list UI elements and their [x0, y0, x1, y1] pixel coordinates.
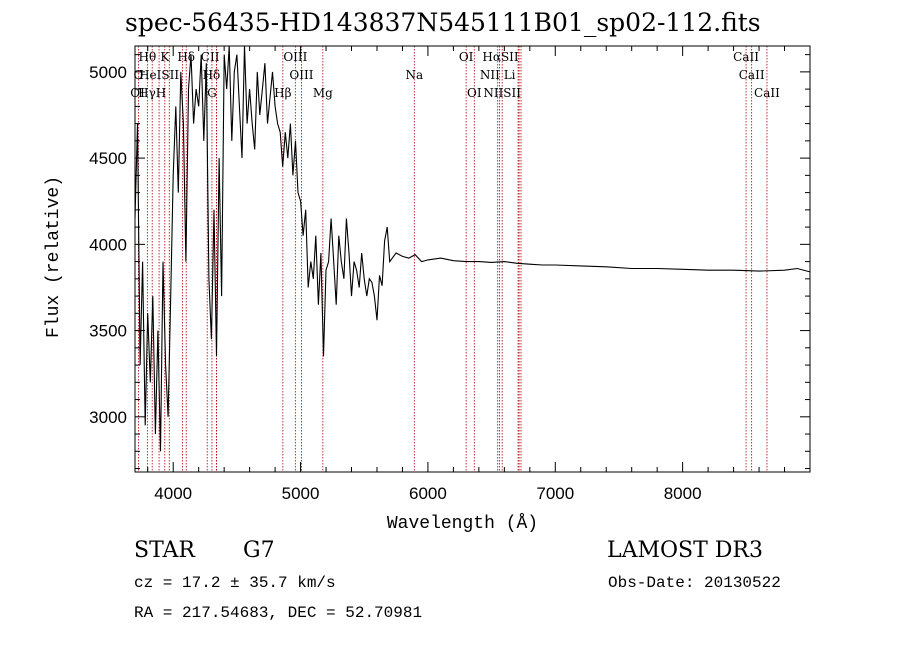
y-tick-label: 4000 — [89, 235, 127, 254]
chart-title: spec-56435-HD143837N545111B01_sp02-112.f… — [125, 8, 761, 37]
line-label: K — [160, 50, 170, 64]
line-label: OIII — [283, 50, 307, 64]
line-label: OI — [459, 50, 474, 64]
x-tick-label: 5000 — [282, 484, 320, 503]
survey-label: LAMOST DR3 — [607, 538, 763, 563]
line-label: HγH — [138, 86, 166, 100]
line-label: Hθ — [139, 50, 157, 64]
y-tick-label: 3000 — [89, 408, 127, 427]
x-axis-label: Wavelength (Å) — [387, 513, 538, 534]
spectrum-line — [135, 46, 810, 452]
x-tick-label: 7000 — [536, 484, 574, 503]
x-tick-label: 8000 — [664, 484, 702, 503]
line-label: OI — [467, 86, 482, 100]
line-label: CII — [201, 50, 220, 64]
line-label: NIISII — [483, 86, 521, 100]
line-label: Hδ — [177, 50, 195, 64]
line-label: Hβ — [274, 86, 291, 100]
obs-date: Obs-Date: 20130522 — [608, 574, 781, 592]
y-tick-label: 3500 — [89, 322, 127, 341]
axes-frame — [134, 45, 811, 473]
line-label: OIII — [289, 68, 313, 82]
subclass-label: G7 — [243, 538, 275, 563]
line-label: O — [134, 68, 144, 82]
line-label: CaII — [733, 50, 759, 64]
line-label: CaII — [754, 86, 780, 100]
x-tick-label: 4000 — [154, 484, 192, 503]
line-label: CaII — [739, 68, 765, 82]
coords-value: RA = 217.54683, DEC = 52.70981 — [134, 604, 423, 622]
y-tick-label: 4500 — [89, 149, 127, 168]
y-axis-label: Flux (relative) — [44, 176, 64, 338]
cz-value: cz = 17.2 ± 35.7 km/s — [134, 574, 336, 592]
x-tick-label: 6000 — [409, 484, 447, 503]
y-tick-label: 5000 — [89, 63, 127, 82]
line-label: HeISII — [139, 68, 179, 82]
line-label: Hδ — [203, 68, 221, 82]
line-label: Na — [405, 68, 423, 82]
line-label: OI — [130, 86, 145, 100]
line-label: G — [207, 86, 217, 100]
class-label: STAR — [134, 538, 195, 563]
line-label: NII Li — [480, 68, 516, 82]
line-label: HαSII — [482, 50, 519, 64]
line-label: Mg — [313, 86, 333, 100]
